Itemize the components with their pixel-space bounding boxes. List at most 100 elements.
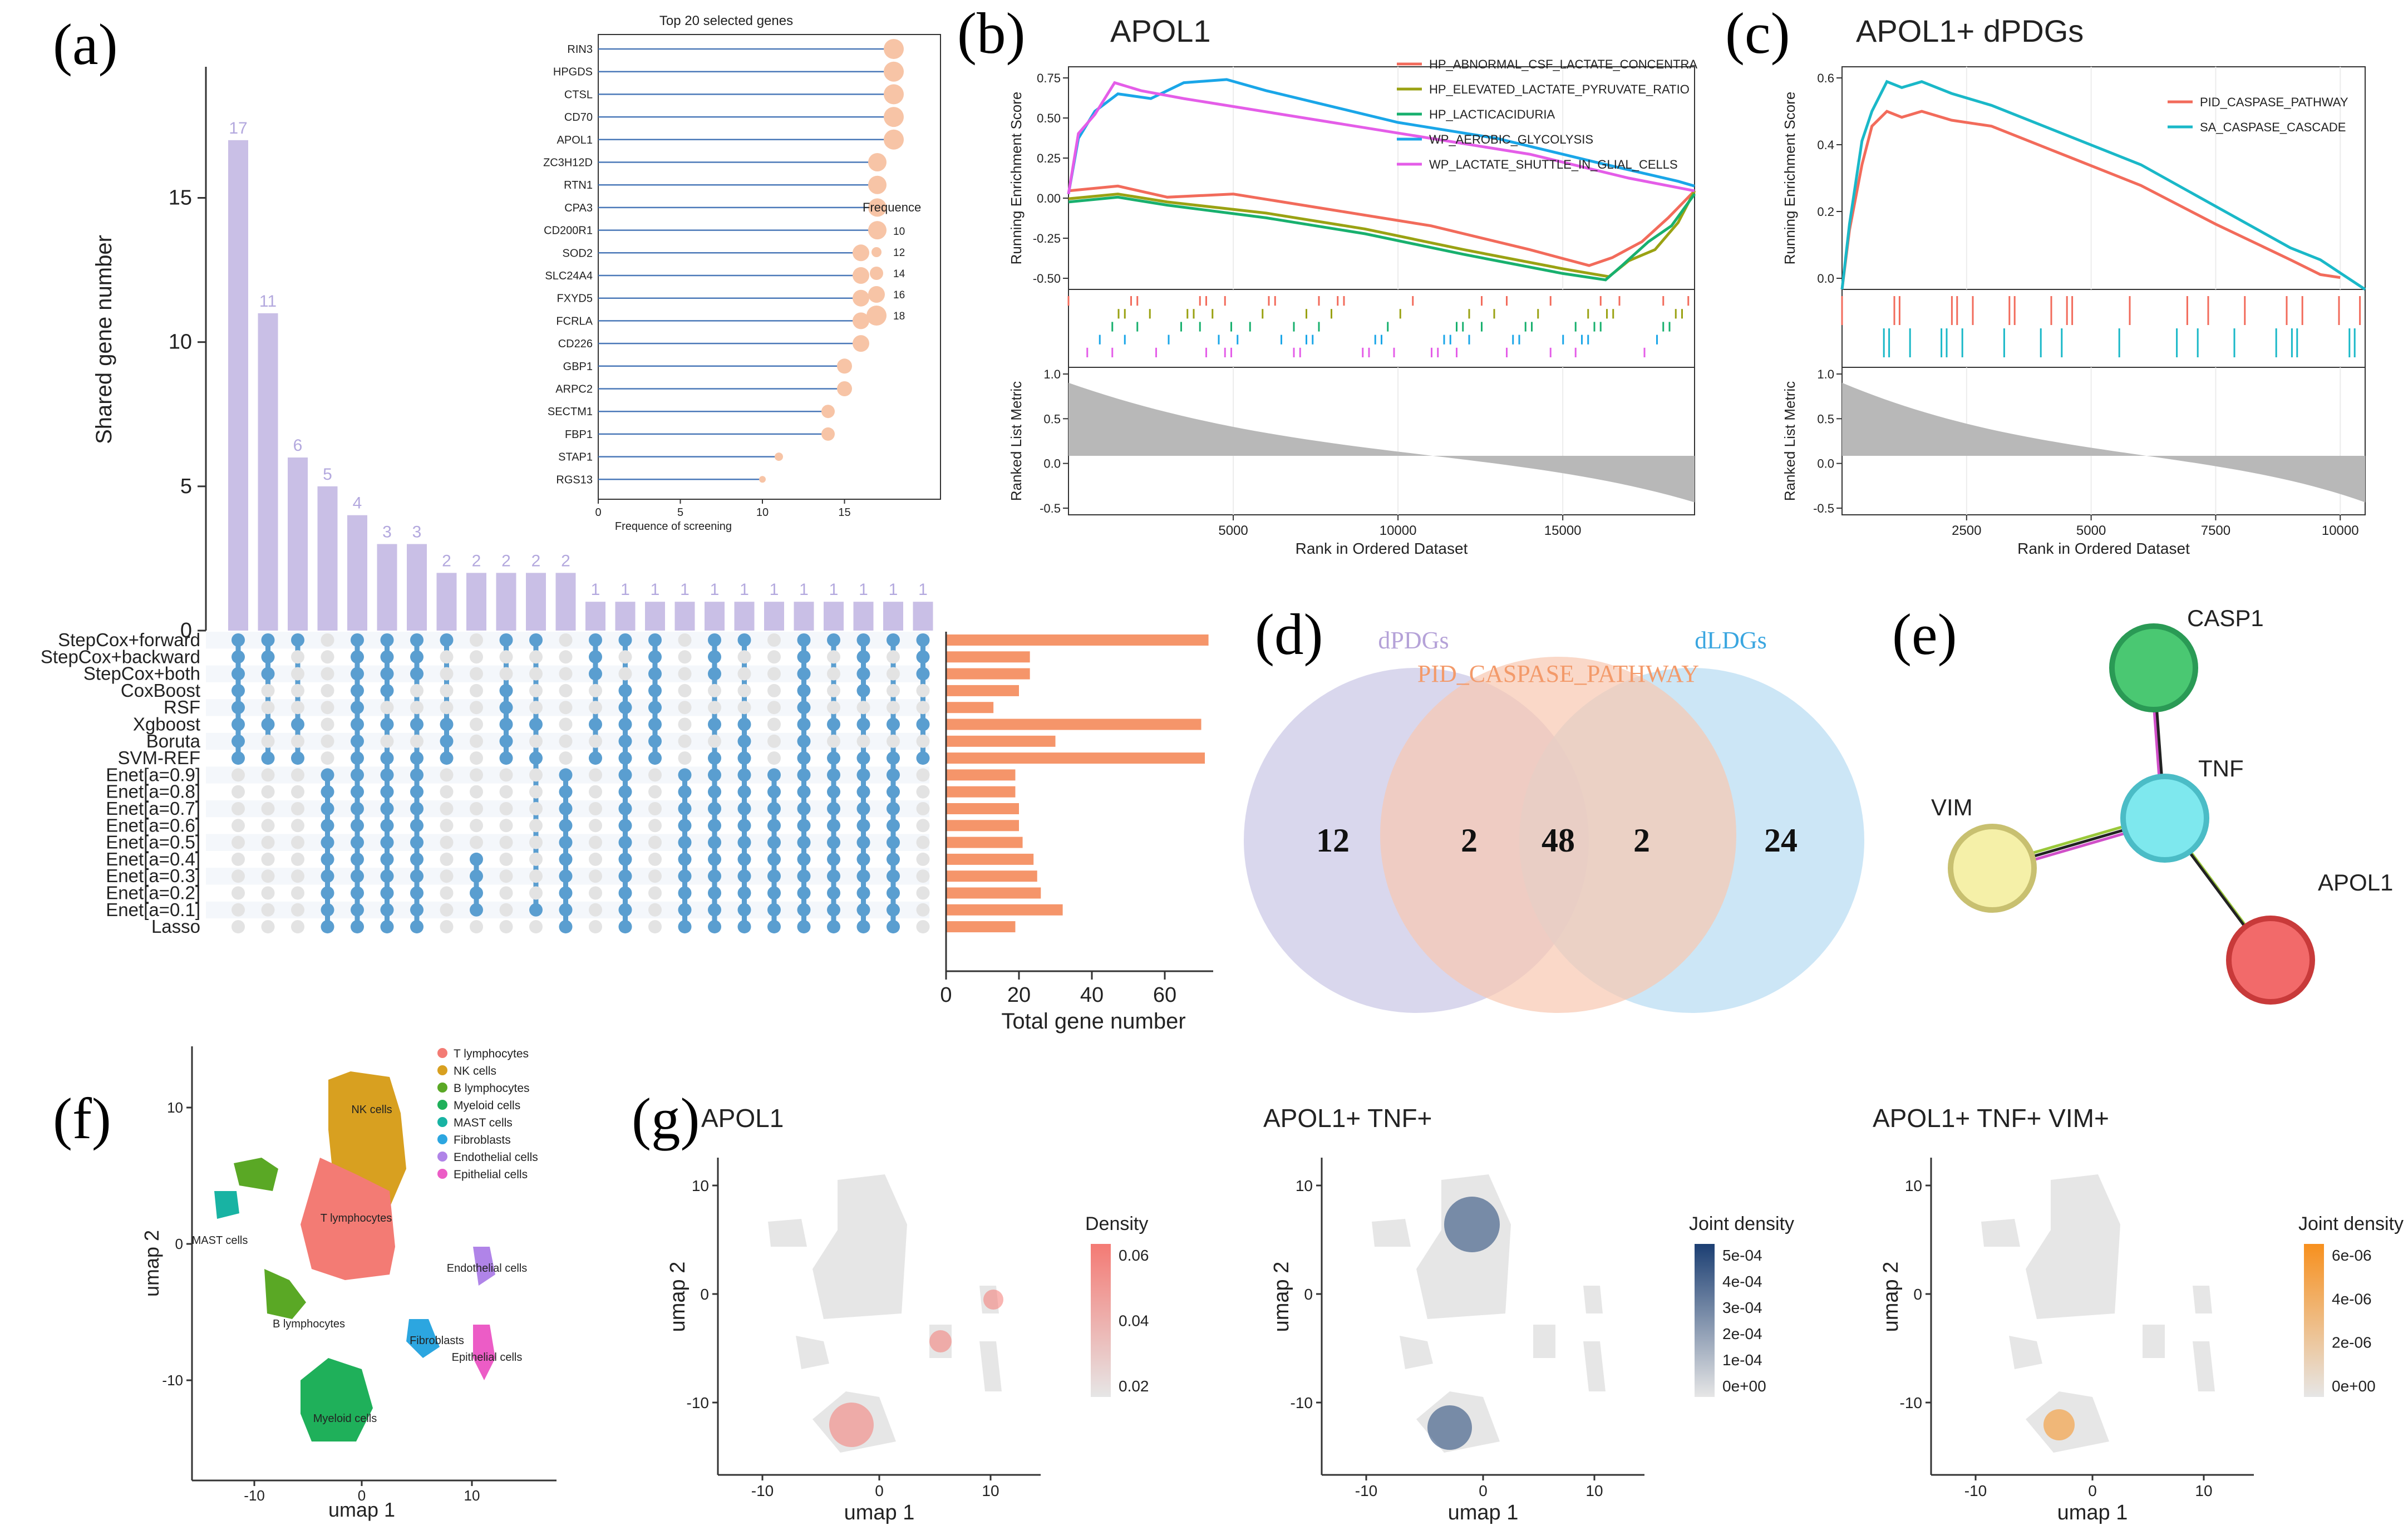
bar-value-label: 1 [859, 580, 868, 599]
matrix-dot [559, 633, 573, 647]
legend-title: Frequence [863, 200, 921, 214]
density-hotspot [1444, 1197, 1500, 1252]
set-x-tick-label: 0 [940, 983, 952, 1007]
bar-value-label: 2 [531, 552, 541, 570]
metric-y-tick-label: 0.0 [1043, 457, 1061, 471]
umap-cluster [301, 1158, 395, 1280]
matrix-dot [648, 802, 662, 815]
intersection-bar [407, 544, 427, 631]
matrix-dot [648, 650, 662, 664]
matrix-dot [916, 903, 930, 917]
es-series-line [1067, 81, 1695, 195]
density-cell-cloud [1583, 1286, 1603, 1313]
matrix-dot [232, 785, 245, 799]
matrix-dot [440, 734, 454, 748]
matrix-dot [321, 835, 334, 849]
matrix-dot [470, 802, 483, 815]
set-x-axis-title: Total gene number [1001, 1009, 1185, 1034]
network-node [2226, 916, 2315, 1005]
density-y-tick-label: 0 [700, 1286, 709, 1303]
matrix-dot [648, 683, 662, 697]
density-y-tick-label: -10 [1291, 1394, 1313, 1411]
matrix-dot [410, 835, 424, 849]
matrix-dot [618, 751, 632, 765]
matrix-dot [559, 768, 573, 782]
matrix-dot [887, 903, 900, 917]
matrix-dot [887, 717, 900, 731]
umap-legend-dot [437, 1100, 447, 1110]
matrix-dot [648, 920, 662, 934]
gene-label: SLC24A4 [545, 270, 593, 282]
matrix-dot [916, 751, 930, 765]
matrix-dot [291, 683, 304, 697]
density-hotspot [983, 1290, 1003, 1310]
set-label: Enet[a=0.8] [106, 781, 200, 802]
legend-size-dot [873, 228, 880, 234]
legend-label: SA_CASPASE_CASCADE [2200, 120, 2346, 134]
intersection-bar [436, 573, 457, 631]
intersection-bar [883, 602, 903, 631]
matrix-dot [261, 886, 275, 900]
matrix-dot [737, 768, 751, 782]
colorbar-tick-label: 3e-04 [1722, 1299, 1762, 1316]
matrix-dot [232, 768, 245, 782]
matrix-dot [767, 667, 781, 681]
matrix-dot [618, 768, 632, 782]
matrix-dot [351, 734, 364, 748]
matrix-dot [678, 920, 692, 934]
density-x-tick-label: 10 [982, 1482, 999, 1499]
matrix-dot [470, 701, 483, 715]
matrix-dot [321, 667, 334, 681]
matrix-dot [797, 650, 811, 664]
density-cell-cloud [2193, 1286, 2212, 1313]
matrix-dot [291, 835, 304, 849]
gene-label: SOD2 [563, 247, 593, 259]
matrix-dot [351, 768, 364, 782]
density-x-tick-label: 0 [1479, 1482, 1488, 1499]
colorbar-tick-label: 6e-06 [2332, 1247, 2372, 1264]
matrix-dot [678, 667, 692, 681]
matrix-dot [499, 835, 513, 849]
set-size-bar [946, 837, 1023, 848]
matrix-dot [499, 903, 513, 917]
network-node [2120, 774, 2209, 863]
intersection-bar [317, 486, 338, 631]
matrix-dot [887, 869, 900, 883]
matrix-dot [261, 852, 275, 866]
density-x-axis-title: umap 1 [1448, 1501, 1519, 1524]
lollipop-dot [775, 452, 783, 461]
bar-value-label: 4 [353, 494, 362, 513]
matrix-dot [827, 768, 840, 782]
matrix-dot [589, 683, 602, 697]
es-series-line [1068, 190, 1696, 278]
matrix-dot [678, 852, 692, 866]
matrix-dot [708, 903, 721, 917]
matrix-dot [291, 633, 304, 647]
legend-size-dot [868, 286, 885, 303]
matrix-dot [737, 683, 751, 697]
matrix-dot [887, 751, 900, 765]
es-y-tick-label: -0.25 [1033, 232, 1061, 245]
matrix-dot [470, 903, 483, 917]
matrix-dot [291, 886, 304, 900]
matrix-dot [470, 785, 483, 799]
set-size-bar [946, 820, 1019, 832]
matrix-dot [410, 683, 424, 697]
density-y-tick-label: -10 [687, 1394, 709, 1411]
matrix-dot [499, 819, 513, 833]
matrix-dot [440, 667, 454, 681]
matrix-dot [678, 869, 692, 883]
matrix-dot [589, 886, 602, 900]
matrix-dot [887, 667, 900, 681]
matrix-dot [618, 717, 632, 731]
matrix-dot [589, 869, 602, 883]
density-x-axis-title: umap 1 [844, 1501, 915, 1524]
matrix-dot [232, 667, 245, 681]
matrix-dot [529, 869, 543, 883]
set-label: StepCox+backward [41, 646, 200, 667]
matrix-dot [737, 852, 751, 866]
lollipop-dot [884, 39, 904, 59]
matrix-dot [708, 734, 721, 748]
density-hotspot [2043, 1409, 2075, 1440]
matrix-dot [856, 852, 870, 866]
